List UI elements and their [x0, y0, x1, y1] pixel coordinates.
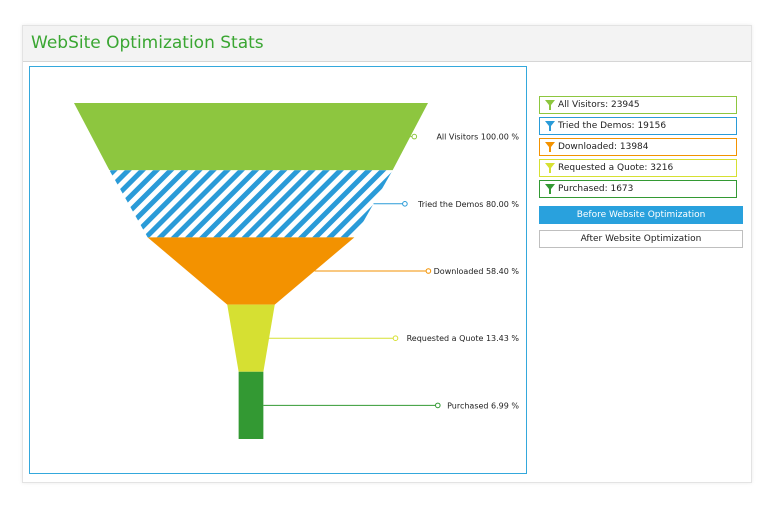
legend-item-label: Tried the Demos: 19156 — [558, 121, 667, 131]
funnel-icon — [545, 100, 555, 110]
leader-dot — [411, 133, 418, 140]
card-header: WebSite Optimization Stats — [23, 26, 751, 62]
leader-dot — [402, 201, 408, 207]
legend-item[interactable]: Requested a Quote: 3216 — [539, 159, 737, 177]
data-label: Purchased 6.99 % — [447, 401, 519, 410]
legend-item-label: Downloaded: 13984 — [558, 142, 649, 152]
legend-item-label: All Visitors: 23945 — [558, 100, 640, 110]
legend-item[interactable]: Downloaded: 13984 — [539, 138, 737, 156]
legend-item-label: Requested a Quote: 3216 — [558, 163, 674, 173]
after-optimization-button[interactable]: After Website Optimization — [539, 230, 743, 248]
data-label: All Visitors 100.00 % — [436, 133, 519, 142]
funnel-segment[interactable] — [109, 170, 393, 238]
stats-card: WebSite Optimization Stats All Visitors … — [22, 25, 752, 483]
leader-dot — [435, 402, 441, 409]
legend-item-label: Purchased: 1673 — [558, 184, 634, 194]
legend-item[interactable]: Purchased: 1673 — [539, 180, 737, 198]
funnel-chart-area: All Visitors 100.00 % Tried the Demos 80.… — [29, 66, 527, 474]
funnel-segment[interactable] — [147, 237, 355, 305]
page-title: WebSite Optimization Stats — [31, 33, 264, 53]
funnel-segment[interactable] — [238, 371, 264, 439]
legend: All Visitors: 23945 Tried the Demos: 191… — [539, 96, 737, 201]
data-label: Requested a Quote 13.43 % — [407, 334, 520, 343]
legend-item[interactable]: Tried the Demos: 19156 — [539, 117, 737, 135]
funnel-chart: All Visitors 100.00 % Tried the Demos 80.… — [74, 103, 520, 439]
funnel-icon — [545, 163, 555, 173]
legend-item[interactable]: All Visitors: 23945 — [539, 96, 737, 114]
leader-dot — [392, 335, 399, 342]
before-optimization-button[interactable]: Before Website Optimization — [539, 206, 743, 224]
funnel-segment[interactable] — [227, 304, 275, 372]
funnel-icon — [545, 142, 555, 152]
data-label: Tried the Demos 80.00 % — [417, 200, 519, 209]
funnel-segment[interactable] — [74, 103, 428, 171]
funnel-icon — [545, 121, 555, 131]
funnel-icon — [545, 184, 555, 194]
data-label: Downloaded 58.40 % — [434, 267, 520, 276]
leader-dot — [425, 268, 432, 274]
